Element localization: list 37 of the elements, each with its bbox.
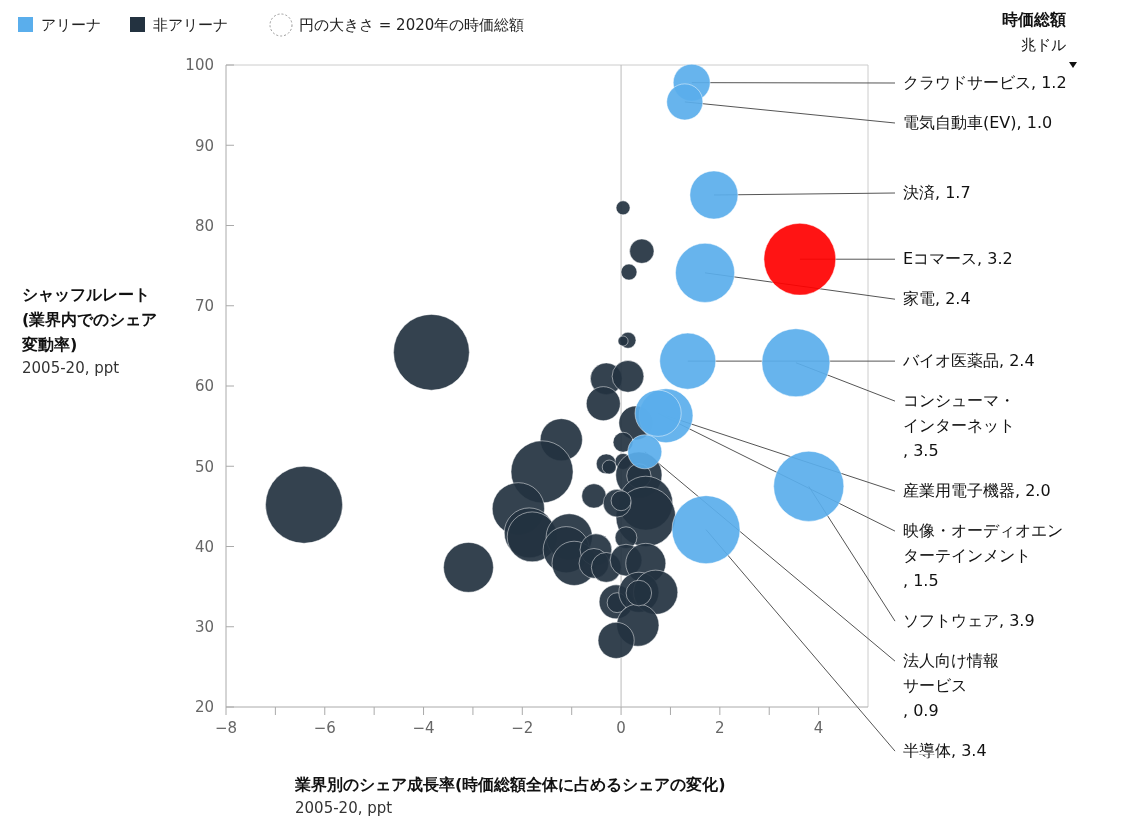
annotation: 映像・オーディオエンターテインメント, 1.5: [903, 520, 1063, 590]
text: 円の大きさ = 2020年の時価総額: [299, 15, 525, 34]
y-tick-label: 90: [194, 136, 214, 155]
annotation: 電気自動車(EV), 1.0: [903, 112, 1053, 132]
annotation: 決済, 1.7: [903, 182, 971, 202]
x-tick-label: −8: [214, 719, 238, 737]
annotation: 法人向け情報サービス, 0.9: [903, 650, 999, 720]
x-tick-label: 0: [616, 719, 626, 737]
y-tick-label: 70: [194, 297, 214, 315]
y-tick-label: 100: [185, 56, 214, 75]
annotation: バイオ医薬品, 2.4: [902, 350, 1035, 370]
text: 兆ドル: [1021, 36, 1066, 54]
legend-title: 時価総額: [1002, 10, 1066, 29]
x-tick-label: −6: [313, 719, 336, 737]
legend-label: 非アリーナ: [153, 15, 228, 34]
annotation: 半導体, 3.4: [903, 740, 987, 760]
annotation: 産業用電子機器, 2.0: [903, 480, 1051, 500]
x-tick-label: 2: [715, 719, 725, 737]
y-tick-label: 40: [194, 537, 214, 556]
y-tick-label: 50: [194, 457, 214, 476]
y-tick-label: 20: [194, 698, 214, 717]
legend-label: アリーナ: [41, 15, 101, 34]
y-tick-label: 60: [194, 377, 214, 396]
annotation: クラウドサービス, 1.2: [903, 72, 1067, 92]
annotation: コンシューマ・インターネット, 3.5: [903, 390, 1015, 460]
y-tick-label: 30: [194, 618, 214, 636]
x-tick-label: −2: [511, 719, 534, 737]
x-tick-label: 4: [813, 719, 824, 737]
text: 2005-20, ppt: [22, 359, 120, 377]
x-tick-label: −4: [412, 719, 435, 737]
y-tick-label: 80: [194, 216, 214, 235]
x-axis-title: 業界別のシェア成長率(時価総額全体に占めるシェアの変化): [294, 775, 726, 794]
annotation: Eコマース, 3.2: [903, 248, 1013, 268]
annotation: 家電, 2.4: [903, 288, 971, 308]
annotation: ソフトウェア, 3.9: [903, 610, 1035, 630]
y-axis-title: シャッフルレート(業界内でのシェア変動率): [21, 285, 158, 354]
text: 2005-20, ppt: [295, 799, 393, 817]
